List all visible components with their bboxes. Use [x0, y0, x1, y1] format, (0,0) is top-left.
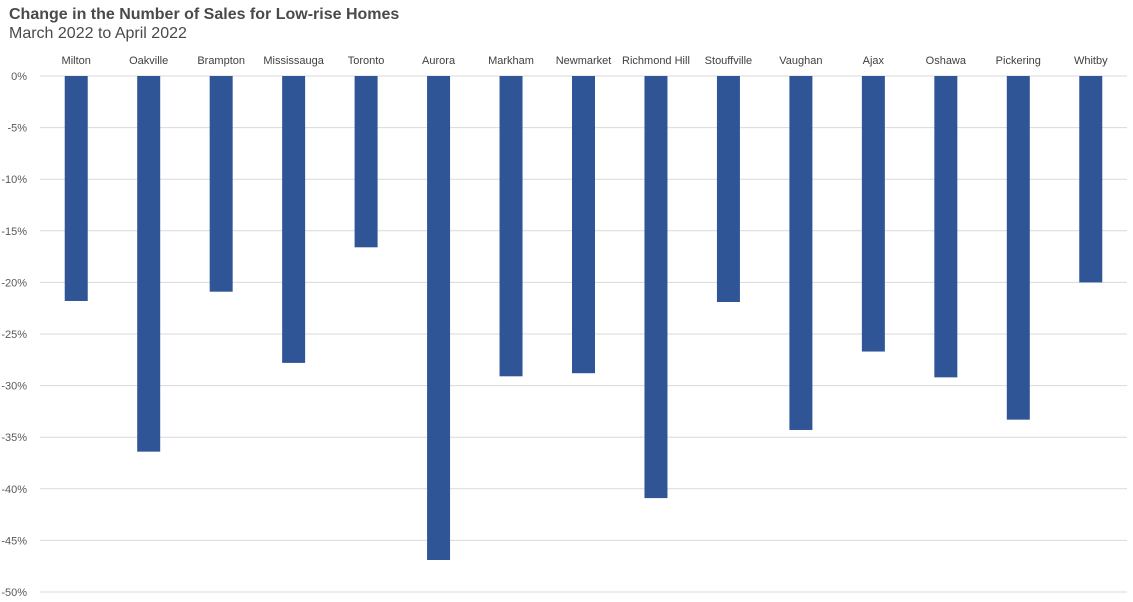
bar-oakville — [137, 76, 161, 452]
category-label-pickering: Pickering — [996, 55, 1041, 67]
bar-markham — [499, 76, 523, 377]
y-tick-label: -10% — [1, 174, 27, 186]
bar-stouffville — [716, 76, 740, 303]
bar-newmarket — [572, 76, 595, 374]
y-tick-label: -40% — [1, 484, 27, 496]
bar-milton — [64, 76, 88, 301]
category-label-mississauga: Mississauga — [263, 55, 324, 67]
category-label-milton: Milton — [62, 55, 91, 67]
y-tick-label: -25% — [1, 329, 27, 341]
y-tick-label: -5% — [7, 123, 27, 135]
category-label-richmond-hill: Richmond Hill — [622, 55, 690, 67]
bar-whitby — [1079, 76, 1103, 283]
y-tick-label: -30% — [1, 381, 27, 393]
y-tick-label: -20% — [1, 277, 27, 289]
category-labels: Milton Oakville Brampton Mississauga Toronto… — [62, 55, 1109, 67]
bar-pickering — [1006, 76, 1030, 420]
bar-brampton — [209, 76, 233, 292]
y-axis-ticks: 0% -5% -10% -15% -20% -25% -30% -35% -40% -45% -50… — [1, 71, 27, 599]
y-tick-label: -35% — [1, 432, 27, 444]
chart-title: Change in the Number of Sales for Low-ri… — [9, 6, 400, 23]
bars — [64, 76, 1103, 561]
category-label-oshawa: Oshawa — [926, 55, 967, 67]
chart-subtitle: March 2022 to April 2022 — [9, 25, 187, 42]
category-label-whitby: Whitby — [1074, 55, 1108, 67]
category-label-vaughan: Vaughan — [779, 55, 822, 67]
bar-toronto — [354, 76, 378, 248]
bar-oshawa — [934, 76, 958, 378]
category-label-brampton: Brampton — [197, 55, 245, 67]
y-tick-label: 0% — [11, 71, 27, 83]
y-tick-label: -50% — [1, 587, 27, 599]
category-label-markham: Markham — [488, 55, 534, 67]
bar-mississauga — [282, 76, 306, 363]
bar-ajax — [861, 76, 885, 352]
category-label-toronto: Toronto — [348, 55, 385, 67]
category-label-aurora: Aurora — [422, 55, 456, 67]
y-tick-label: -15% — [1, 226, 27, 238]
y-tick-label: -45% — [1, 535, 27, 547]
bar-vaughan — [789, 76, 813, 430]
category-label-oakville: Oakville — [129, 55, 168, 67]
bar-richmond-hill — [644, 76, 668, 499]
category-label-stouffville: Stouffville — [705, 55, 753, 67]
bar-aurora — [427, 76, 451, 561]
category-label-ajax: Ajax — [863, 55, 885, 67]
category-label-newmarket: Newmarket — [556, 55, 612, 67]
